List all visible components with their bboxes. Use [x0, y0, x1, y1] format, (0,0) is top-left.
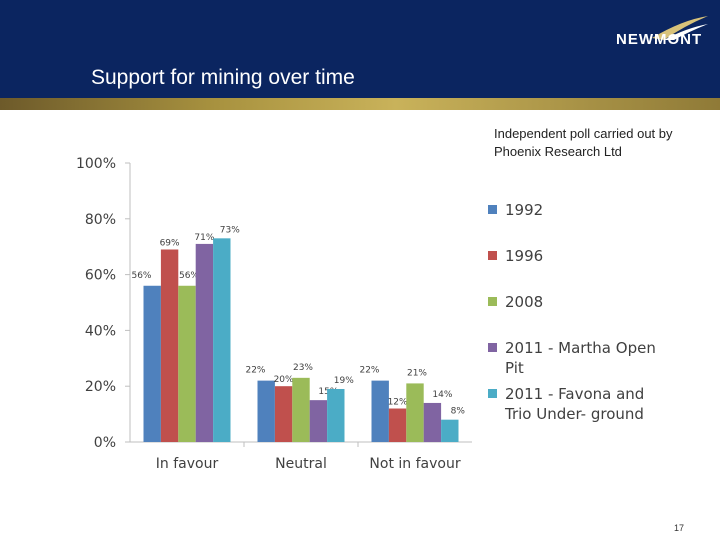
bar [327, 388, 345, 442]
data-label: 56% [179, 271, 199, 281]
x-category-label: Not in favour [369, 456, 460, 472]
legend-swatch [488, 251, 497, 260]
logo: NEWMONT [616, 31, 703, 48]
page-number: 17 [674, 523, 685, 533]
bar [423, 402, 442, 442]
bar [292, 377, 310, 442]
legend-label: 2011 - Favona and Trio Under- ground [505, 385, 645, 423]
x-category-label: In favour [156, 456, 219, 472]
y-tick-label: 40% [85, 323, 116, 339]
legend-label: 2008 [505, 293, 544, 311]
bar [195, 243, 214, 442]
bar-chart: 0% 20% 40% 60% 80% 100% In favour 56% 69% 56% 71% 7… [76, 156, 472, 472]
data-label: 22% [245, 366, 265, 376]
bar [143, 285, 161, 442]
legend-item: 2011 - Favona and Trio Under- ground [488, 384, 675, 424]
y-tick-label: 100% [76, 156, 116, 172]
y-tick-label: 60% [85, 268, 116, 284]
legend-item: 1996 [488, 246, 675, 266]
poll-note: Independent poll carried out by Phoenix … [494, 126, 673, 159]
data-label: 19% [334, 376, 354, 386]
y-tick-label: 80% [85, 212, 116, 228]
bar [178, 285, 196, 442]
bar [388, 408, 407, 442]
x-category-label: Neutral [275, 456, 327, 472]
accent-bar [0, 98, 720, 110]
bar [160, 249, 179, 442]
legend-item: 2008 [488, 292, 675, 312]
data-label: 73% [220, 225, 240, 235]
legend-label: 1992 [505, 201, 544, 219]
data-label: 56% [131, 271, 151, 281]
data-label: 23% [293, 363, 313, 373]
legend-swatch [488, 205, 497, 214]
data-label: 14% [432, 390, 452, 400]
data-label: 69% [160, 238, 180, 248]
data-label: 21% [407, 368, 427, 378]
slide-title: Support for mining over time [91, 66, 355, 89]
bar [441, 419, 459, 442]
data-label: 8% [451, 407, 466, 417]
bar [274, 386, 293, 442]
bar [309, 400, 328, 442]
y-tick-label: 0% [94, 435, 116, 451]
legend-item: 2011 - Martha Open Pit [488, 338, 675, 378]
legend-item: 1992 [488, 200, 675, 220]
y-tick-label: 20% [85, 379, 116, 395]
data-label: 20% [274, 375, 294, 385]
data-label: 12% [388, 398, 408, 408]
legend-label: 1996 [505, 247, 544, 265]
legend-swatch [488, 297, 497, 306]
bar [371, 380, 389, 442]
legend-swatch [488, 389, 497, 398]
data-label: 71% [194, 233, 214, 243]
legend-label: 2011 - Martha Open Pit [505, 339, 656, 377]
header-band [0, 0, 720, 98]
bar [213, 238, 231, 442]
bar [406, 383, 424, 442]
logo-swoosh-icon [652, 16, 708, 40]
bar [257, 380, 275, 442]
legend-swatch [488, 343, 497, 352]
data-label: 22% [359, 366, 379, 376]
